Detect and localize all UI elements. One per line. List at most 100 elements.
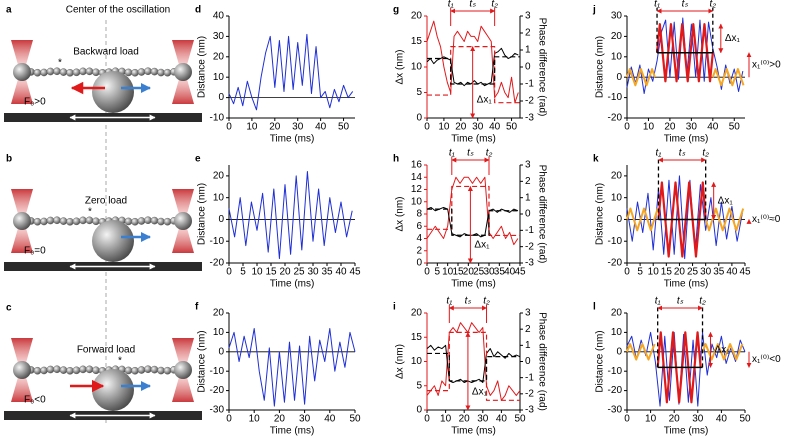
y-tick-label: -10: [210, 236, 225, 247]
x-tick-label: 0: [226, 414, 232, 425]
x-tick-label: 0: [424, 414, 430, 425]
x-tick-label: 30: [299, 414, 311, 425]
panel-letter: e: [195, 154, 201, 165]
y-tick-label: 5: [416, 380, 422, 391]
x-tick-label: 30: [472, 122, 484, 133]
y-tick-label: 10: [213, 72, 225, 83]
filament-bead: [92, 217, 100, 226]
series-line: [426, 176, 519, 246]
window-label: t₂: [710, 0, 717, 10]
load-label: Forward load: [77, 345, 135, 356]
x-tick-label: 40: [716, 414, 728, 425]
y-tick-label: 0: [616, 214, 622, 225]
filament-bead: [131, 68, 139, 77]
x-tick-label: 25: [293, 267, 305, 278]
y-tick-label: 0: [416, 258, 422, 269]
window-label: t₂: [486, 148, 493, 159]
x-tick-label: 10: [249, 414, 261, 425]
x-tick-label: 10: [645, 414, 657, 425]
x-tick-label: 45: [349, 267, 361, 278]
panel-letter: c: [6, 303, 12, 314]
x-tick-label: 40: [315, 122, 327, 133]
x-axis-label: Time (ms): [451, 134, 496, 145]
x-axis-label: Time (ms): [664, 279, 709, 290]
y2-tick-label: -1: [525, 225, 534, 236]
filament-bead: [157, 366, 165, 375]
y-tick-label: 30: [611, 11, 623, 22]
force-label: F₀<0: [24, 395, 46, 406]
trapped-bead: [13, 361, 31, 379]
center-label: Center of the oscillation: [66, 5, 171, 16]
x-tick-label: 40: [489, 122, 501, 133]
x-tick-label: 40: [496, 414, 508, 425]
filament-bead: [157, 68, 165, 77]
star: *: [88, 207, 92, 218]
x-tick-label: 20: [463, 267, 475, 278]
load-label: Zero load: [85, 196, 127, 207]
filament-bead: [40, 217, 48, 226]
x-tick-label: 20: [269, 122, 281, 133]
window-label: t₁: [654, 0, 660, 10]
star: *: [118, 356, 122, 367]
y-tick-label: 10: [411, 62, 423, 73]
trapped-bead: [13, 212, 31, 230]
x0-label: x₁⁽⁰⁾>0: [752, 60, 781, 71]
series-line: [626, 343, 656, 361]
window-label: t₁: [446, 296, 452, 307]
y-tick-label: 10: [611, 192, 623, 203]
x-tick-label: 5: [637, 267, 643, 278]
filament-bead: [66, 217, 74, 226]
filament-bead: [163, 217, 172, 226]
trapped-bead: [174, 63, 192, 81]
x-tick-label: 10: [643, 122, 655, 133]
window-label: t₁: [448, 0, 454, 10]
x-axis-label: Time (ms): [270, 134, 315, 145]
y-tick-label: 0: [218, 346, 224, 357]
x-tick-label: 10: [442, 267, 454, 278]
dx-label: Δx₁: [715, 345, 731, 356]
y-tick-label: -10: [608, 366, 623, 377]
filament-bead: [46, 365, 55, 374]
x-tick-label: 0: [624, 122, 630, 133]
filament-bead: [137, 366, 146, 374]
filament-bead: [144, 365, 152, 374]
y2-tick-label: -1: [525, 372, 534, 383]
filament-bead: [144, 216, 152, 225]
series-line: [711, 68, 745, 87]
x-axis-label: Time (ms): [451, 426, 496, 437]
x-tick-label: 15: [265, 267, 277, 278]
y2-tick-label: 0: [525, 209, 531, 220]
x-tick-label: 50: [338, 122, 350, 133]
filament-bead: [33, 366, 42, 375]
dx-label: Δx₁: [474, 240, 490, 251]
window-label: tₛ: [677, 296, 684, 307]
y-axis-label: Δx (nm): [395, 49, 406, 84]
x-tick-label: 10: [648, 267, 660, 278]
y2-tick-label: 1: [525, 340, 531, 351]
filament-bead: [59, 68, 68, 76]
x-tick-label: 40: [707, 122, 719, 133]
filament-bead: [46, 67, 55, 76]
series-line: [657, 181, 707, 258]
x-tick-label: 20: [664, 122, 676, 133]
pedestal-bead: [92, 71, 134, 113]
window-label: t₂: [699, 296, 706, 307]
x-tick-label: 25: [687, 267, 699, 278]
x-tick-label: 50: [349, 414, 361, 425]
filament-bead: [92, 68, 100, 77]
y2-tick-label: 0: [525, 356, 531, 367]
y2-tick-label: 3: [525, 11, 531, 22]
y-tick-label: 10: [611, 51, 623, 62]
y-tick-label: -10: [210, 366, 225, 377]
y-tick-label: 0: [416, 405, 422, 416]
y-tick-label: 15: [411, 36, 423, 47]
series-line: [626, 175, 743, 260]
dx-label: Δx₁: [725, 33, 741, 44]
filament-bead: [92, 366, 100, 375]
series-line: [427, 46, 520, 104]
filament-bead: [137, 217, 146, 225]
trapped-bead: [174, 361, 192, 379]
y-tick-label: 10: [411, 356, 423, 367]
